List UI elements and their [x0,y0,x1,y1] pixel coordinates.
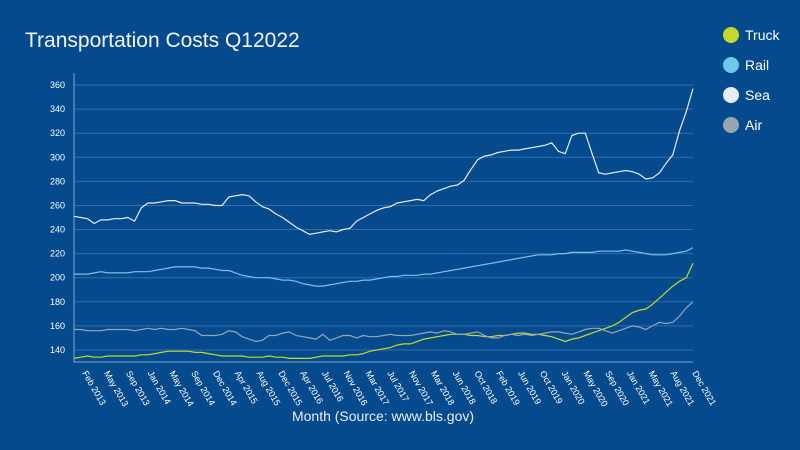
legend-item-truck[interactable]: Truck [723,27,780,43]
y-tick-label: 160 [50,321,65,331]
legend-item-air[interactable]: Air [723,117,762,133]
series-lines [73,88,694,359]
y-tick-label: 280 [50,176,65,186]
y-tick-label: 340 [50,104,65,114]
legend-marker [723,27,739,43]
y-tick-label: 220 [50,249,65,259]
series-line-air [74,301,694,343]
legend-marker [723,87,739,103]
y-tick-label: 180 [50,297,65,307]
legend-label: Truck [745,27,780,43]
y-tick-label: 320 [50,128,65,138]
y-tick-label: 260 [50,200,65,210]
legend-marker [723,57,739,73]
legend-marker [723,117,739,133]
chart-title: Transportation Costs Q12022 [25,29,300,52]
series-line-rail [74,247,694,287]
series-line-sea [73,88,694,235]
y-tick-label: 300 [50,152,65,162]
legend-item-rail[interactable]: Rail [723,57,769,73]
legend-item-sea[interactable]: Sea [723,87,770,103]
y-tick-label: 360 [50,80,65,90]
y-tick-labels: 140 160 180 200 220 240 260 280 300 320 340 360 [50,80,65,355]
series-line-truck [73,263,694,359]
y-tick-label: 240 [50,225,65,235]
legend: Truck Rail Sea Air [723,27,780,133]
x-axis-label: Month (Source: www.bls.gov) [292,408,474,424]
legend-label: Sea [745,87,770,103]
y-tick-label: 140 [50,345,65,355]
y-tick-label: 200 [50,273,65,283]
axes [73,73,693,363]
legend-label: Rail [745,57,769,73]
grid-lines [74,84,693,351]
legend-label: Air [745,117,762,133]
